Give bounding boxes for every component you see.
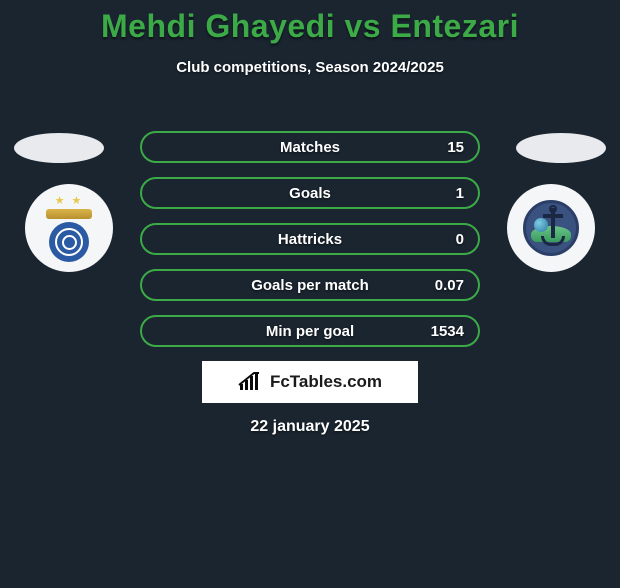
page-subtitle: Club competitions, Season 2024/2025	[0, 59, 620, 76]
stat-value: 0	[456, 231, 464, 248]
page-title: Mehdi Ghayedi vs Entezari	[0, 8, 620, 45]
stat-value: 1534	[431, 323, 464, 340]
stat-row-matches: Matches 15	[140, 131, 480, 163]
stars-icon: ★ ★	[55, 194, 84, 207]
stats-list: Matches 15 Goals 1 Hattricks 0 Goals per…	[140, 131, 480, 347]
stat-label: Hattricks	[278, 231, 342, 248]
stat-label: Goals per match	[251, 277, 369, 294]
stat-label: Min per goal	[266, 323, 354, 340]
stat-value: 1	[456, 185, 464, 202]
podium-ellipse-right	[516, 133, 606, 163]
crest-banner-icon	[46, 209, 92, 219]
stat-row-goals: Goals 1	[140, 177, 480, 209]
brand-box: FcTables.com	[202, 361, 418, 403]
stat-row-goals-per-match: Goals per match 0.07	[140, 269, 480, 301]
bar-chart-icon	[238, 372, 262, 392]
stat-row-hattricks: Hattricks 0	[140, 223, 480, 255]
stat-row-min-per-goal: Min per goal 1534	[140, 315, 480, 347]
right-club-badge	[507, 184, 595, 272]
crest-rings-icon	[49, 222, 89, 262]
stat-value: 15	[447, 139, 464, 156]
anchor-crest-icon	[523, 200, 579, 256]
podium-ellipse-left	[14, 133, 104, 163]
stat-label: Matches	[280, 139, 340, 156]
left-club-badge: ★ ★	[25, 184, 113, 272]
brand-text: FcTables.com	[270, 372, 382, 392]
stat-label: Goals	[289, 185, 331, 202]
date-label: 22 january 2025	[0, 418, 620, 436]
stat-value: 0.07	[435, 277, 464, 294]
